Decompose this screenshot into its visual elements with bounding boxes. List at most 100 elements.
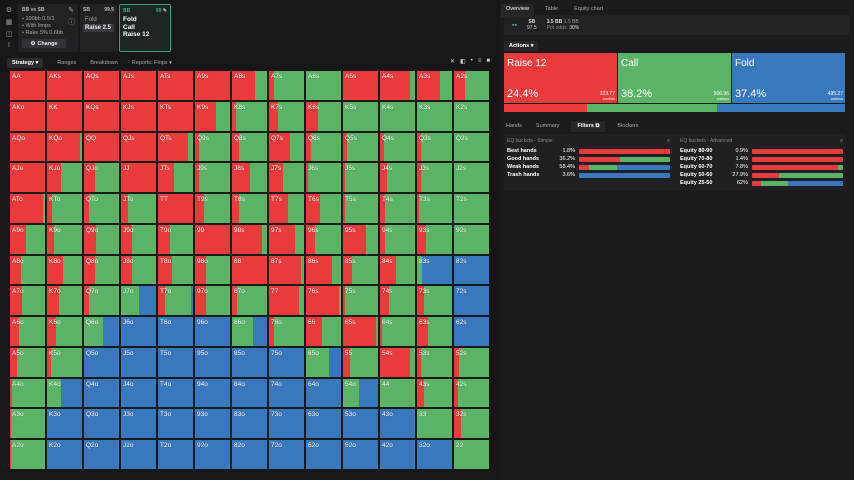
- hand-cell[interactable]: 62s: [453, 316, 490, 347]
- hand-cell[interactable]: 54s: [379, 346, 416, 378]
- hand-cell[interactable]: J5o: [120, 346, 157, 378]
- hand-cell[interactable]: Q4s: [379, 131, 416, 163]
- hand-cell[interactable]: K9s: [194, 100, 231, 132]
- hand-cell[interactable]: 42o: [379, 439, 416, 470]
- tab-blockers[interactable]: Blockers: [617, 123, 639, 129]
- hand-cell[interactable]: 63s: [416, 316, 453, 347]
- tab-strategy[interactable]: Strategy ▾: [7, 58, 44, 68]
- sb-option-raise[interactable]: Raise 2.5: [83, 24, 114, 32]
- hand-cell[interactable]: KQo: [46, 131, 83, 163]
- hand-cell[interactable]: AQs: [83, 70, 120, 101]
- info-icon[interactable]: ⓘ: [68, 19, 75, 26]
- hand-cell[interactable]: Q3o: [83, 408, 120, 440]
- hand-cell[interactable]: 85s: [342, 254, 379, 286]
- hand-cell[interactable]: AJs: [120, 70, 157, 101]
- hand-cell[interactable]: 92s: [453, 223, 490, 255]
- hand-cell[interactable]: Q6o: [83, 316, 120, 347]
- action-call[interactable]: Call 38.2% 506.96 combos: [618, 53, 731, 103]
- hand-cell[interactable]: J6o: [120, 316, 157, 347]
- hand-cell[interactable]: T6o: [157, 316, 194, 347]
- hand-cell[interactable]: Q9o: [83, 223, 120, 255]
- hand-cell[interactable]: 96o: [194, 316, 231, 347]
- hand-cell[interactable]: J5s: [342, 162, 379, 194]
- hand-cell[interactable]: 76s: [305, 285, 342, 317]
- hand-cell[interactable]: A2o: [9, 439, 46, 470]
- hand-cell[interactable]: KK: [46, 100, 83, 132]
- hand-cell[interactable]: T2s: [453, 193, 490, 224]
- hand-cell[interactable]: J3s: [416, 162, 453, 194]
- hand-cell[interactable]: 65o: [305, 346, 342, 378]
- hand-cell[interactable]: 43s: [416, 377, 453, 409]
- hand-cell[interactable]: A3o: [9, 408, 46, 440]
- hand-cell[interactable]: 42s: [453, 377, 490, 409]
- hand-cell[interactable]: AQo: [9, 131, 46, 163]
- hand-cell[interactable]: A7o: [9, 285, 46, 317]
- hand-cell[interactable]: K8s: [231, 100, 268, 132]
- hand-cell[interactable]: 73o: [268, 408, 305, 440]
- hand-cell[interactable]: K4s: [379, 100, 416, 132]
- hand-cell[interactable]: J7o: [120, 285, 157, 317]
- hand-cell[interactable]: QTo: [83, 193, 120, 224]
- bucket-row[interactable]: Equity 80-90 0.9%: [680, 147, 843, 155]
- settings-icon[interactable]: ⚙: [5, 7, 13, 14]
- shuffle-icon[interactable]: ✕: [450, 59, 456, 65]
- bucket-row[interactable]: Equity 25-50 62%: [680, 179, 843, 187]
- hand-cell[interactable]: T7s: [268, 193, 305, 224]
- hand-cell[interactable]: Q6s: [305, 131, 342, 163]
- hand-cell[interactable]: T2o: [157, 439, 194, 470]
- hand-cell[interactable]: 44: [379, 377, 416, 409]
- hand-cell[interactable]: K5s: [342, 100, 379, 132]
- sb-node[interactable]: SB 99.5 Fold Raise 2.5: [80, 4, 117, 52]
- hand-cell[interactable]: 83s: [416, 254, 453, 286]
- hand-cell[interactable]: J3o: [120, 408, 157, 440]
- edit-icon[interactable]: ✎: [162, 8, 167, 14]
- hand-cell[interactable]: K6o: [46, 316, 83, 347]
- edit-icon[interactable]: ✎: [68, 7, 74, 14]
- hand-cell[interactable]: KTs: [157, 100, 194, 132]
- hand-cell[interactable]: K7o: [46, 285, 83, 317]
- hand-cell[interactable]: Q4o: [83, 377, 120, 409]
- hand-cell[interactable]: A6s: [305, 70, 342, 101]
- hand-cell[interactable]: AKo: [9, 100, 46, 132]
- hand-cell[interactable]: 52o: [342, 439, 379, 470]
- hand-cell[interactable]: T5o: [157, 346, 194, 378]
- hand-cell[interactable]: A3s: [416, 70, 453, 101]
- tab-hands[interactable]: Hands: [506, 123, 522, 129]
- hand-cell[interactable]: T8o: [157, 254, 194, 286]
- hand-cell[interactable]: A5s: [342, 70, 379, 101]
- hand-cell[interactable]: JTo: [120, 193, 157, 224]
- hand-cell[interactable]: A5o: [9, 346, 46, 378]
- hand-cell[interactable]: A6o: [9, 316, 46, 347]
- hand-cell[interactable]: T4s: [379, 193, 416, 224]
- hand-cell[interactable]: 84o: [231, 377, 268, 409]
- hand-cell[interactable]: T9s: [194, 193, 231, 224]
- tab-breakdown[interactable]: Breakdown: [90, 60, 118, 66]
- hand-cell[interactable]: QJo: [83, 162, 120, 194]
- hand-cell[interactable]: Q8o: [83, 254, 120, 286]
- hand-cell[interactable]: ATo: [9, 193, 46, 224]
- hand-cell[interactable]: 93s: [416, 223, 453, 255]
- list-icon[interactable]: ≡: [477, 58, 482, 64]
- hand-cell[interactable]: 82o: [231, 439, 268, 470]
- hand-cell[interactable]: KJs: [120, 100, 157, 132]
- sb-option-fold[interactable]: Fold: [85, 17, 97, 23]
- action-fold[interactable]: Fold 37.4% 495.27 combos: [732, 53, 845, 103]
- hand-cell[interactable]: 94o: [194, 377, 231, 409]
- hand-cell[interactable]: KQs: [83, 100, 120, 132]
- hand-cell[interactable]: 76o: [268, 316, 305, 347]
- hand-cell[interactable]: 22: [453, 439, 490, 470]
- hand-cell[interactable]: AA: [9, 70, 46, 101]
- hand-cell[interactable]: 84s: [379, 254, 416, 286]
- bucket-row[interactable]: Trash hands 3.6%: [507, 171, 670, 179]
- hand-cell[interactable]: AKs: [46, 70, 83, 101]
- hand-cell[interactable]: 66: [305, 316, 342, 347]
- hand-cell[interactable]: 93o: [194, 408, 231, 440]
- hand-cell[interactable]: QQ: [83, 131, 120, 163]
- bb-node[interactable]: BB 99 ✎ Fold Call Raise 12: [119, 4, 171, 52]
- hand-cell[interactable]: T3o: [157, 408, 194, 440]
- hand-cell[interactable]: 62o: [305, 439, 342, 470]
- hand-cell[interactable]: Q5s: [342, 131, 379, 163]
- hand-cell[interactable]: K3o: [46, 408, 83, 440]
- hand-cell[interactable]: 75s: [342, 285, 379, 317]
- hand-cell[interactable]: J8s: [231, 162, 268, 194]
